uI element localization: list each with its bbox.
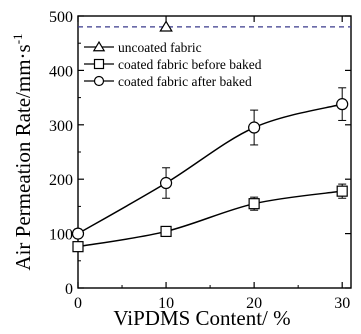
data-point-circle <box>71 227 85 240</box>
y-tick-label: 300 <box>49 118 73 135</box>
y-tick-label: 500 <box>49 9 73 26</box>
legend-label: coated fabric after baked <box>118 74 252 89</box>
series-triangle <box>159 20 173 32</box>
data-point-square <box>72 241 84 253</box>
series-layer <box>71 20 349 253</box>
data-point-square <box>248 198 260 210</box>
legend-marker-circle <box>93 75 105 87</box>
series-line <box>77 103 343 235</box>
data-point-square <box>160 225 172 238</box>
y-tick-label: 200 <box>49 172 73 189</box>
x-axis-label: ViPDMS Content/ % <box>113 306 290 329</box>
series-square <box>72 183 348 253</box>
legend: uncoated fabric coated fabric before bake… <box>84 40 262 89</box>
y-tick-label: 400 <box>49 63 73 80</box>
legend-label: uncoated fabric <box>118 40 202 55</box>
series-line <box>77 190 343 248</box>
y-axis-label: Air Permeation Rate/mm·s-1 <box>10 33 35 270</box>
x-tick-label: 10 <box>158 295 174 312</box>
y-axis-label-text: Air Permeation Rate/mm·s <box>11 44 35 270</box>
legend-item: coated fabric after baked <box>84 74 252 89</box>
legend-label: coated fabric before baked <box>118 57 262 72</box>
y-tick-label: 0 <box>65 281 73 298</box>
y-axis-label-group: Air Permeation Rate/mm·s-1 <box>10 33 35 270</box>
legend-item: uncoated fabric <box>84 40 202 55</box>
data-point-circle <box>336 98 349 111</box>
data-point-triangle <box>159 20 173 32</box>
data-point-square <box>336 185 348 197</box>
y-tick-label: 100 <box>49 227 73 244</box>
data-point-circle <box>248 121 261 134</box>
y-axis-label-superscript: -1 <box>10 33 25 44</box>
x-tick-label: 20 <box>246 295 262 312</box>
legend-marker-triangle <box>92 40 106 52</box>
series-circle <box>71 87 349 240</box>
legend-marker-square <box>93 58 105 70</box>
x-tick-label: 30 <box>334 295 350 312</box>
data-point-circle <box>159 176 173 190</box>
legend-item: coated fabric before baked <box>84 57 262 72</box>
x-tick-label: 0 <box>74 295 82 312</box>
